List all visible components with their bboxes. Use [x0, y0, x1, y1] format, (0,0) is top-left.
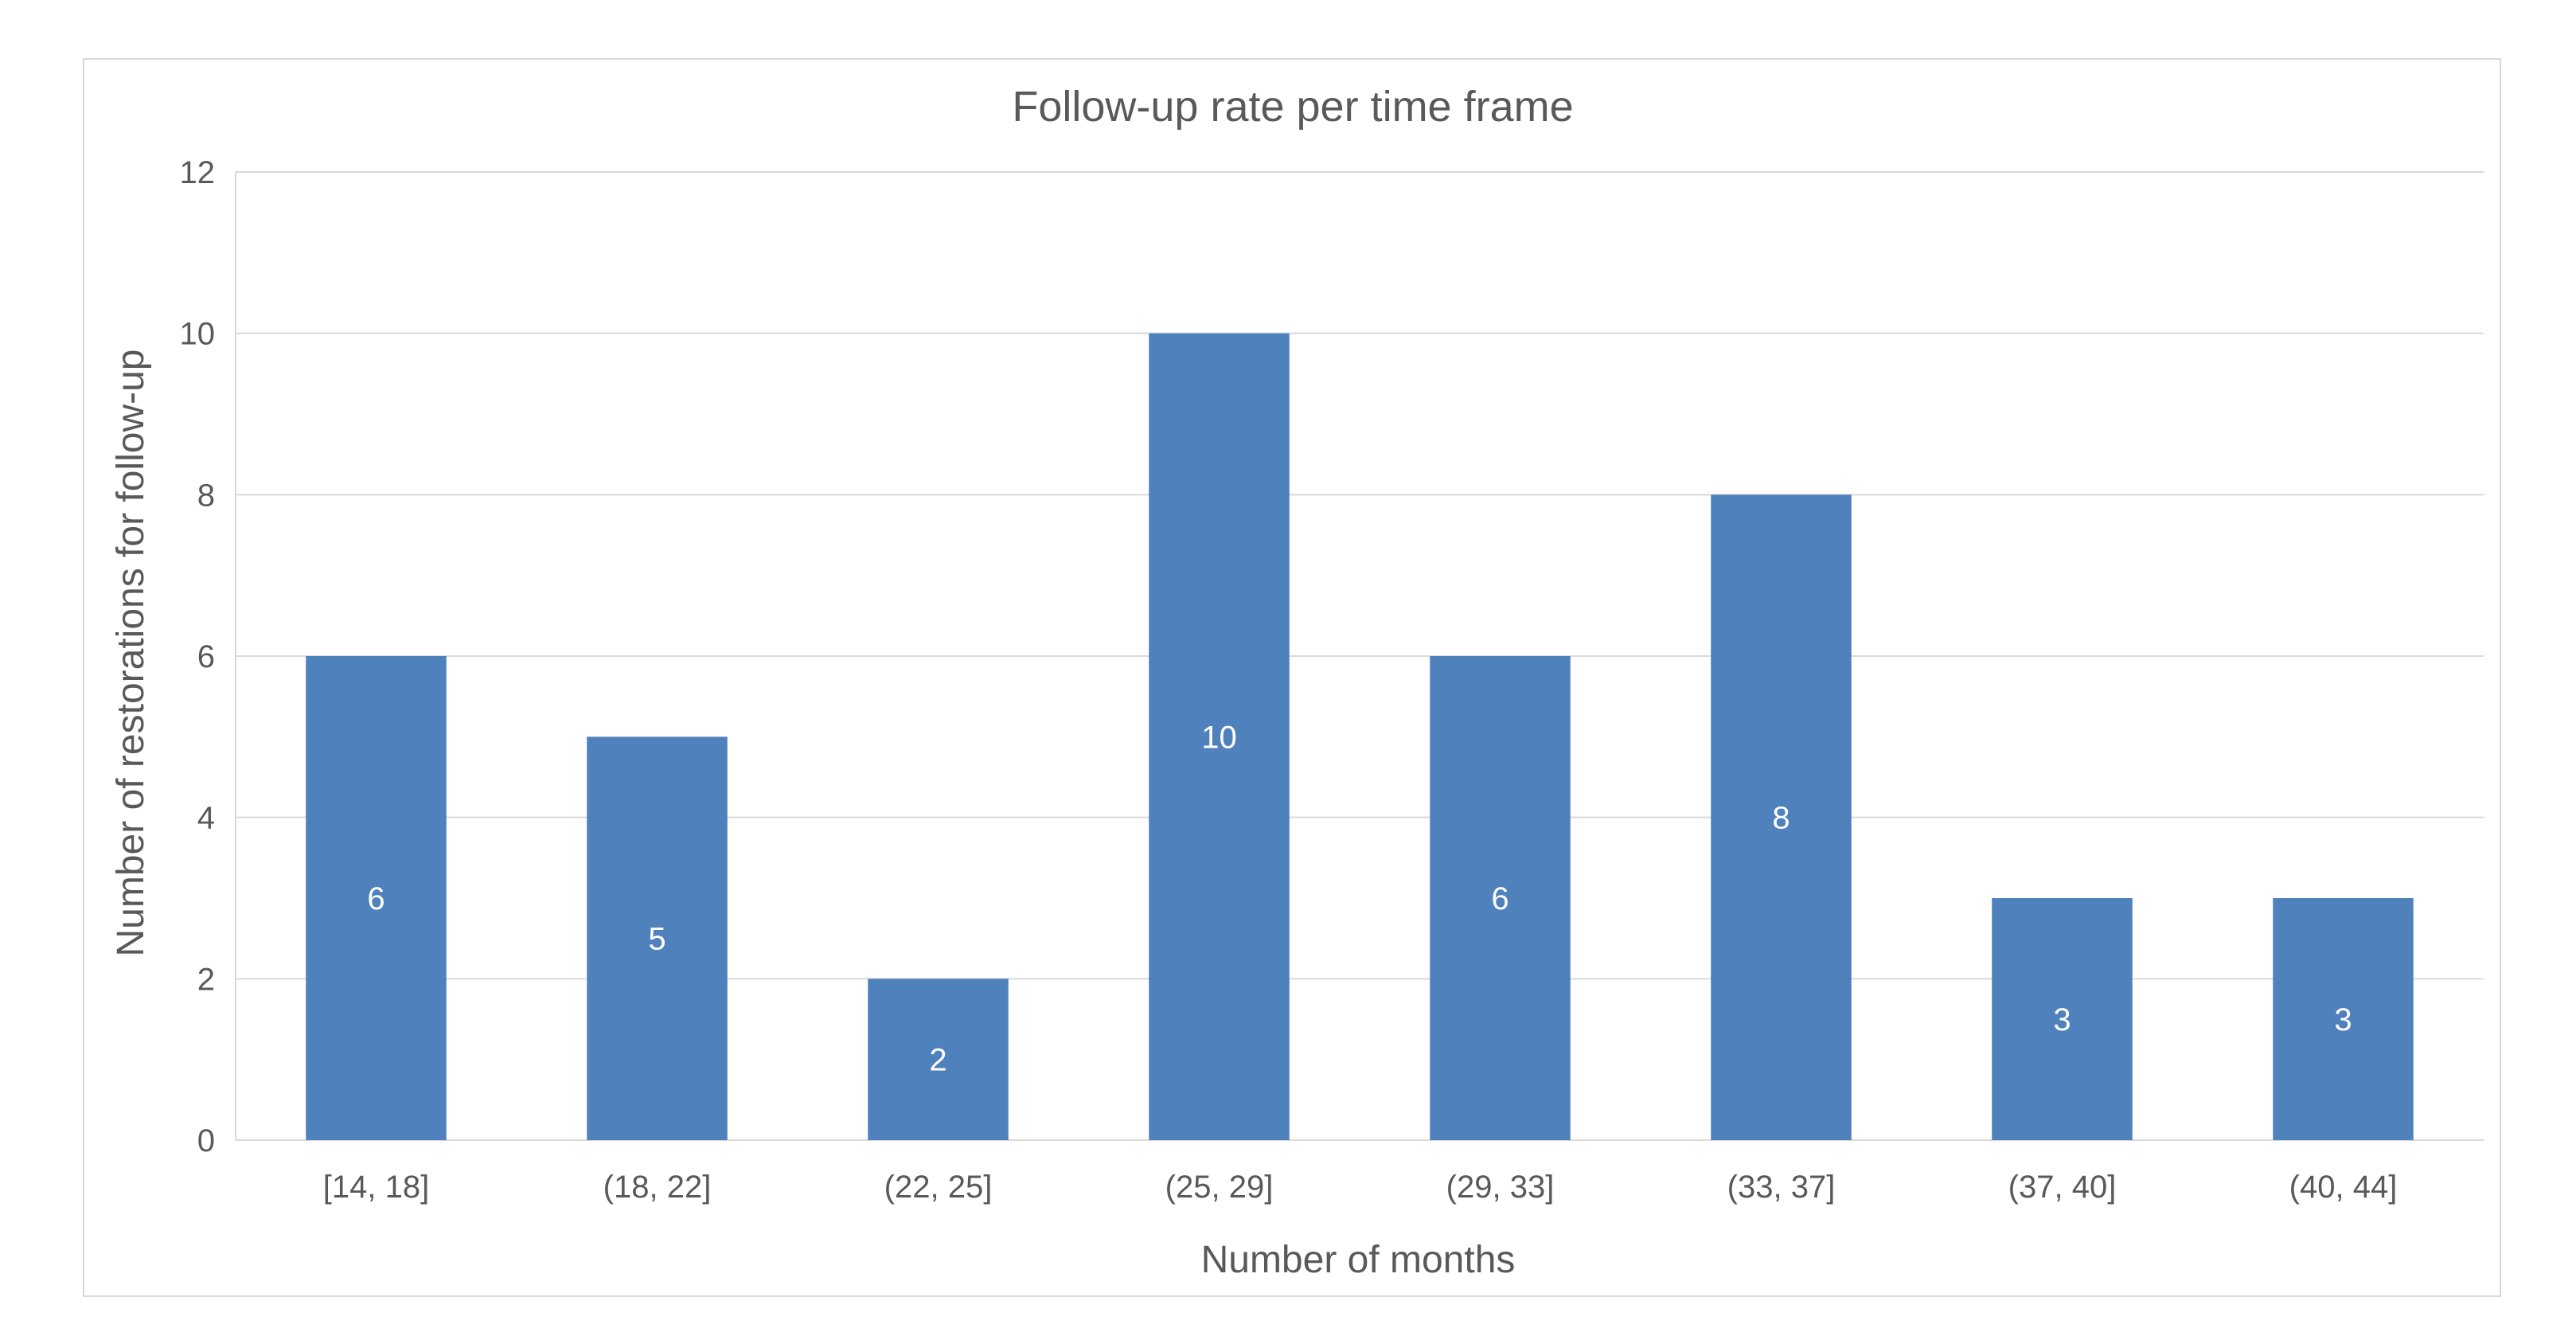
bar: [1149, 333, 1290, 1141]
bar-data-label: 3: [2053, 1002, 2071, 1037]
y-tick-label: 10: [180, 317, 216, 352]
bar: [306, 656, 447, 1140]
bar: [2273, 898, 2414, 1140]
y-axis-ticks: 0 2 4 6 8 10 12: [180, 155, 216, 1158]
x-tick-label: [14, 18]: [323, 1170, 429, 1205]
x-axis-ticks: [14, 18] (18, 22] (22, 25] (25, 29] (29, 33]…: [323, 1170, 2398, 1205]
y-tick-label: 4: [197, 801, 215, 836]
y-tick-label: 12: [180, 155, 216, 190]
data-labels: 6 5 2 10 6 8 3 3: [367, 720, 2352, 1077]
x-tick-label: (29, 33]: [1446, 1170, 1555, 1205]
bar-data-label: 10: [1201, 720, 1237, 755]
bar-data-label: 8: [1772, 801, 1790, 836]
bar-data-label: 2: [929, 1043, 946, 1078]
gridlines: [235, 171, 2484, 1141]
y-tick-label: 8: [197, 478, 215, 513]
y-tick-label: 2: [197, 962, 215, 997]
y-tick-label: 0: [197, 1123, 215, 1158]
bar: [587, 736, 728, 1140]
x-tick-label: (22, 25]: [884, 1170, 993, 1205]
x-tick-label: (18, 22]: [603, 1170, 712, 1205]
bar-data-label: 5: [648, 922, 665, 957]
bar-data-label: 6: [1491, 881, 1509, 916]
x-axis-title: Number of months: [1201, 1239, 1516, 1281]
y-tick-label: 6: [197, 639, 215, 674]
bar-data-label: 6: [367, 881, 384, 916]
bar: [1711, 494, 1852, 1140]
x-tick-label: (37, 40]: [2008, 1170, 2117, 1205]
bar: [1430, 656, 1571, 1140]
bars: [306, 333, 2414, 1141]
x-tick-label: (33, 37]: [1727, 1170, 1836, 1205]
bar: [1992, 898, 2133, 1140]
x-tick-label: (25, 29]: [1165, 1170, 1274, 1205]
bar: [868, 979, 1009, 1140]
bar-data-label: 3: [2334, 1002, 2352, 1037]
chart-title: Follow-up rate per time frame: [1012, 83, 1573, 131]
y-axis-title: Number of restorations for follow-up: [110, 350, 152, 957]
x-tick-label: (40, 44]: [2289, 1170, 2398, 1205]
